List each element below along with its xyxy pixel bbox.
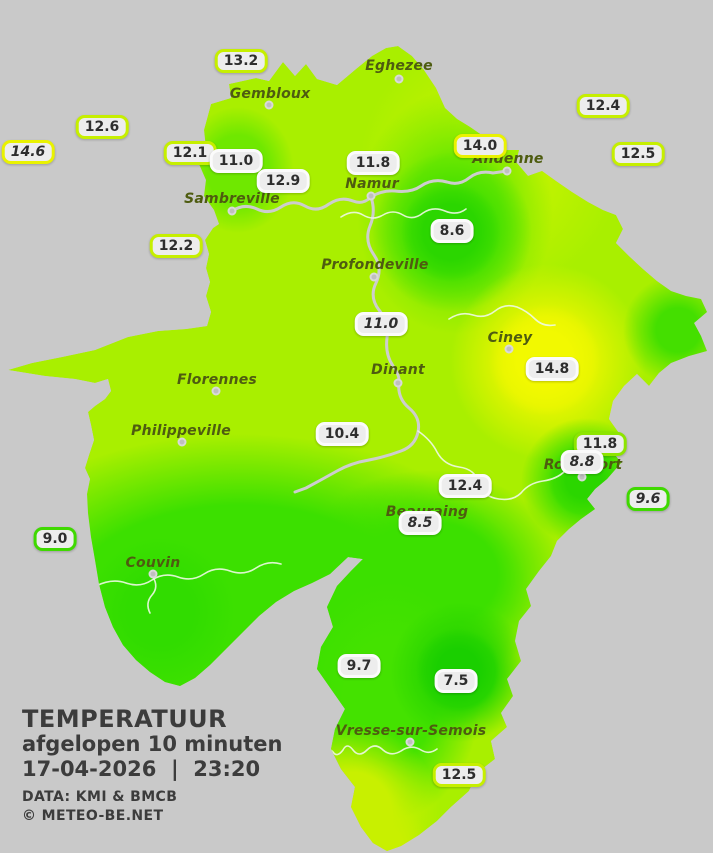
place-dot-gembloux <box>264 100 274 110</box>
temperature-label: 12.5 <box>611 142 665 166</box>
temperature-blob <box>340 803 430 851</box>
river-stream <box>340 208 467 219</box>
place-dot-dinant <box>393 378 403 388</box>
river-stream <box>318 745 438 757</box>
place-label-couvin: Couvin <box>125 555 181 571</box>
place-dot-philippeville <box>177 437 187 447</box>
temperature-label: 11.8 <box>346 151 400 175</box>
river-meuse-sambre <box>293 195 421 494</box>
place-dot-florennes <box>211 386 221 396</box>
map-datetime: 17-04-2026 | 23:20 <box>22 757 261 781</box>
river-stream <box>448 304 556 327</box>
place-label-eghezee: Eghezee <box>365 58 433 74</box>
temperature-label: 12.4 <box>576 94 630 118</box>
temperature-label: 9.7 <box>337 654 381 678</box>
river-stream <box>95 561 282 587</box>
temperature-label: 7.5 <box>434 669 478 693</box>
temperature-label: 12.6 <box>75 115 129 139</box>
temperature-label: 12.1 <box>163 141 217 165</box>
temperature-label: 12.2 <box>149 234 203 258</box>
place-dot-namur <box>366 191 376 201</box>
place-label-philippeville: Philippeville <box>131 423 231 439</box>
place-label-gembloux: Gembloux <box>229 86 311 102</box>
place-label-florennes: Florennes <box>177 372 257 388</box>
temperature-label: 10.4 <box>315 422 369 446</box>
temperature-label: 11.0 <box>209 149 263 173</box>
place-dot-couvin <box>148 569 158 579</box>
temperature-label: 8.8 <box>560 450 604 474</box>
place-label-dinant: Dinant <box>371 362 425 378</box>
data-source: DATA: KMI & BMCB <box>22 789 178 805</box>
temperature-label: 8.5 <box>398 511 442 535</box>
map-title: TEMPERATUUR <box>22 705 228 733</box>
temperature-label: 9.6 <box>626 487 670 511</box>
temperature-label: 13.2 <box>214 49 268 73</box>
place-label-namur: Namur <box>345 176 399 192</box>
temperature-label: 12.5 <box>432 763 486 787</box>
place-label-sambreville: Sambreville <box>184 191 280 207</box>
temperature-label: 11.0 <box>354 312 408 336</box>
river-stream <box>147 576 157 614</box>
temperature-label: 14.0 <box>453 134 507 158</box>
place-dot-sambreville <box>227 206 237 216</box>
temperature-label: 12.4 <box>438 474 492 498</box>
river-meuse-sambre <box>230 169 509 214</box>
temperature-label: 9.0 <box>33 527 77 551</box>
place-dot-vresse-sur-semois <box>405 737 415 747</box>
copyright: © METEO-BE.NET <box>22 808 164 824</box>
place-label-ciney: Ciney <box>487 330 533 346</box>
place-dot-ciney <box>504 344 514 354</box>
temperature-label: 14.8 <box>525 357 579 381</box>
temperature-label: 8.6 <box>430 219 474 243</box>
place-dot-profondeville <box>369 272 379 282</box>
place-dot-eghezee <box>394 74 404 84</box>
title-block: TEMPERATUUR afgelopen 10 minuten 17-04-2… <box>22 706 283 826</box>
map-subtitle: afgelopen 10 minuten <box>22 732 283 756</box>
temperature-label: 12.9 <box>256 169 310 193</box>
river-stream <box>417 430 601 501</box>
place-label-profondeville: Profondeville <box>321 257 429 273</box>
temperature-label: 14.6 <box>1 140 55 164</box>
place-label-vresse-sur-semois: Vresse-sur-Semois <box>335 723 487 739</box>
place-dot-andenne <box>502 166 512 176</box>
